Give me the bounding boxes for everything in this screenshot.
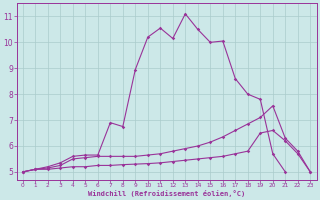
X-axis label: Windchill (Refroidissement éolien,°C): Windchill (Refroidissement éolien,°C) <box>88 190 245 197</box>
